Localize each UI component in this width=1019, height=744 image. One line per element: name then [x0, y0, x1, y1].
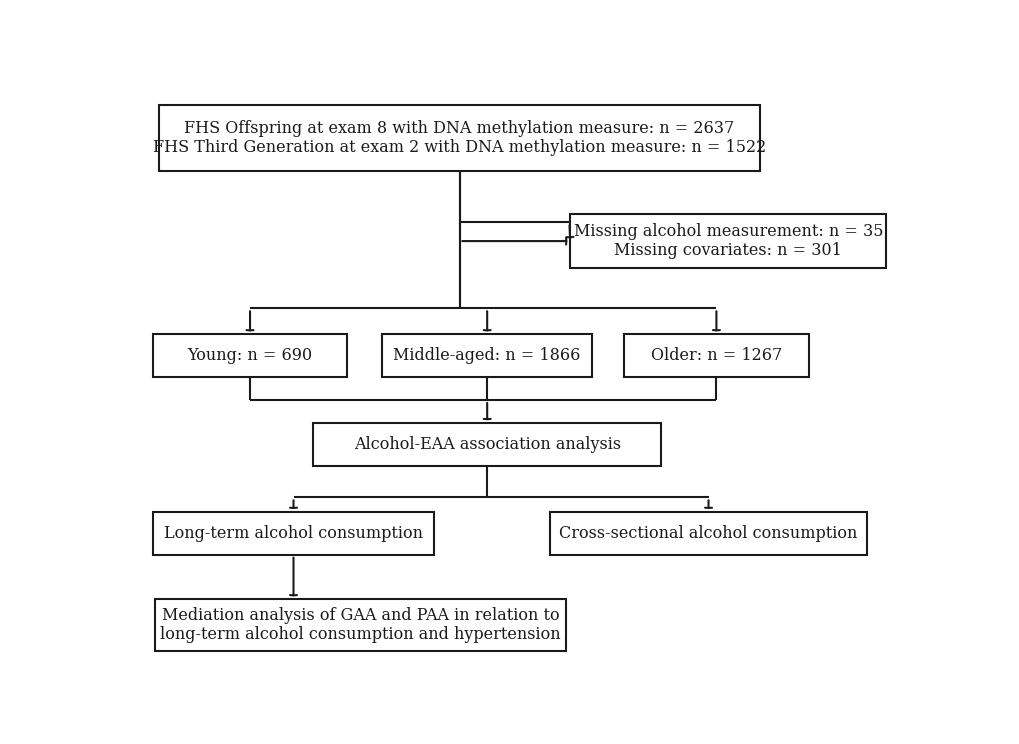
Bar: [382, 334, 591, 377]
Bar: [153, 334, 346, 377]
Bar: [159, 105, 759, 171]
Bar: [623, 334, 808, 377]
Text: FHS Offspring at exam 8 with DNA methylation measure: n = 2637
FHS Third Generat: FHS Offspring at exam 8 with DNA methyla…: [153, 120, 765, 156]
Text: Young: n = 690: Young: n = 690: [187, 347, 312, 364]
Bar: [570, 214, 886, 269]
Text: Middle-aged: n = 1866: Middle-aged: n = 1866: [393, 347, 580, 364]
Text: Mediation analysis of GAA and PAA in relation to
long-term alcohol consumption a: Mediation analysis of GAA and PAA in rel…: [160, 606, 560, 644]
Bar: [313, 423, 660, 466]
Text: Cross-sectional alcohol consumption: Cross-sectional alcohol consumption: [558, 525, 857, 542]
Bar: [550, 512, 866, 555]
Text: Alcohol-EAA association analysis: Alcohol-EAA association analysis: [354, 436, 621, 453]
Text: Older: n = 1267: Older: n = 1267: [650, 347, 782, 364]
Bar: [155, 599, 566, 651]
Bar: [153, 512, 433, 555]
Text: Long-term alcohol consumption: Long-term alcohol consumption: [164, 525, 423, 542]
Text: Missing alcohol measurement: n = 35
Missing covariates: n = 301: Missing alcohol measurement: n = 35 Miss…: [573, 222, 882, 260]
